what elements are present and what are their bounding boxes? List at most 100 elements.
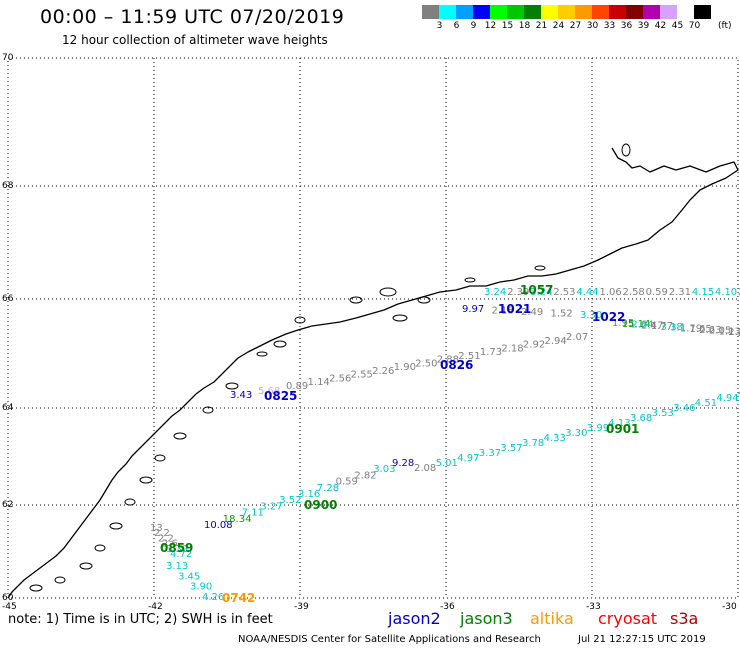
longitude-label: -30	[722, 602, 737, 612]
coastal-island	[621, 143, 631, 157]
wave-height-label: 1.79	[680, 323, 702, 334]
coastal-island	[225, 382, 239, 390]
wave-height-label: 3.30	[580, 310, 602, 321]
wave-height-label: 1.77	[651, 321, 673, 332]
wave-height-label: 2.58	[623, 287, 645, 298]
legend-item-altika: altika	[530, 609, 574, 628]
wave-height-label: 0.59	[646, 287, 668, 298]
scale-label: 15	[501, 21, 514, 31]
wave-height-label: 3.18	[660, 322, 682, 333]
wave-height-label: 3.57	[500, 443, 522, 454]
scale-label: 18	[518, 21, 531, 31]
color-scale-bar	[422, 5, 711, 19]
wave-height-label: 2.2	[154, 528, 170, 539]
wave-height-label: 3.16	[298, 489, 320, 500]
scale-swatch	[558, 5, 575, 19]
scale-label: 21	[535, 21, 548, 31]
scale-swatch	[439, 5, 456, 19]
wave-height-label: 4.94	[716, 393, 738, 404]
coastal-island	[139, 476, 153, 484]
longitude-label: -42	[148, 602, 163, 612]
wave-height-label: 1.52	[551, 309, 573, 320]
wave-height-label: 1.73	[480, 347, 502, 358]
wave-height-label: 3.53	[652, 408, 674, 419]
wave-height-label: 3.90	[190, 582, 212, 593]
coastal-island	[79, 562, 93, 570]
coastal-island	[534, 265, 546, 271]
scale-label: 27	[569, 21, 582, 31]
wave-height-label: 18.34	[223, 514, 252, 525]
pass-time-label: 1021	[498, 302, 531, 316]
wave-height-label: 2.26	[372, 366, 394, 377]
scale-label: 6	[453, 21, 460, 31]
wave-height-label: 4.15	[692, 287, 714, 298]
wave-height-label: 4.97	[457, 453, 479, 464]
pass-time-label: 0825	[264, 389, 297, 403]
scale-swatch	[660, 5, 677, 19]
latitude-label: 66	[2, 294, 14, 304]
wave-height-label: 2.07	[566, 332, 588, 343]
longitude-label: -39	[294, 602, 309, 612]
wave-height-label: 1.13	[719, 326, 740, 337]
wave-height-label: 2.18	[492, 306, 514, 317]
latitude-label: 60	[2, 593, 14, 603]
wave-height-label: 3.52	[279, 495, 301, 506]
wave-height-label: 2.51	[458, 351, 480, 362]
wave-height-label: 1.90	[394, 362, 416, 373]
pass-time-label: 1022	[592, 310, 625, 324]
scale-label: 36	[620, 21, 633, 31]
wave-height-label: 0.89	[286, 381, 308, 392]
wave-height-label: 2.92	[523, 340, 545, 351]
coastal-island	[202, 406, 214, 414]
pass-time-label: 0742	[222, 591, 255, 605]
wave-height-label: 2.50	[415, 358, 437, 369]
wave-height-label: 1.95	[612, 318, 634, 329]
wave-height-label: 5.68	[258, 386, 280, 397]
coastline-outline	[7, 147, 739, 599]
wave-height-label: 1.06	[599, 287, 621, 298]
coastal-island	[154, 454, 166, 462]
wave-height-label: 2.64	[631, 320, 653, 331]
legend-item-jason3: jason3	[460, 609, 513, 628]
scale-swatch	[473, 5, 490, 19]
color-scale-labels: 3 6 9 12 15 18 21 24 27 30 33 36 39 42 45 70	[422, 21, 701, 31]
pass-time-label: 1057	[520, 283, 553, 297]
wave-height-label: 2.6	[162, 539, 178, 550]
coastal-island	[54, 576, 66, 584]
wave-height-label: 2.31	[669, 287, 691, 298]
legend-item-jason2: jason2	[388, 609, 441, 628]
pass-time-label: 0859	[160, 541, 193, 555]
coastal-island	[29, 584, 43, 592]
scale-label: 9	[470, 21, 477, 31]
coastal-island	[417, 296, 431, 304]
longitude-label: -45	[2, 602, 17, 612]
generated-timestamp: Jul 21 12:27:15 UTC 2019	[578, 634, 706, 645]
coastal-island	[109, 522, 123, 530]
wave-height-label: 4.26	[202, 592, 224, 603]
coastal-island	[124, 498, 136, 506]
scale-label: 33	[603, 21, 616, 31]
wave-height-label: 4.13	[608, 418, 630, 429]
wave-height-label: 3.24	[530, 287, 552, 298]
wave-height-label: 2.63	[699, 325, 721, 336]
wave-height-label: 2.55	[351, 370, 373, 381]
wave-height-label: 3.45	[178, 571, 200, 582]
coastal-island	[94, 544, 106, 552]
scale-swatch	[422, 5, 439, 19]
wave-height-label: 3.68	[630, 413, 652, 424]
scale-label: 39	[637, 21, 650, 31]
wave-height-label: 2.39	[507, 287, 529, 298]
wave-height-label: 4.33	[544, 433, 566, 444]
latitude-label: 62	[2, 500, 14, 510]
wave-height-label: 2.49	[521, 307, 543, 318]
credit-text: NOAA/NESDIS Center for Satellite Applica…	[238, 634, 541, 645]
longitude-label: -36	[440, 602, 455, 612]
scale-swatch	[609, 5, 626, 19]
coastal-island	[256, 351, 268, 357]
wave-height-label: 4.91	[738, 388, 740, 399]
scale-label: 45	[671, 21, 684, 31]
map-title: 00:00 – 11:59 UTC 07/20/2019	[40, 6, 345, 28]
scale-label: 30	[586, 21, 599, 31]
wave-height-label: 10.08	[204, 520, 233, 531]
